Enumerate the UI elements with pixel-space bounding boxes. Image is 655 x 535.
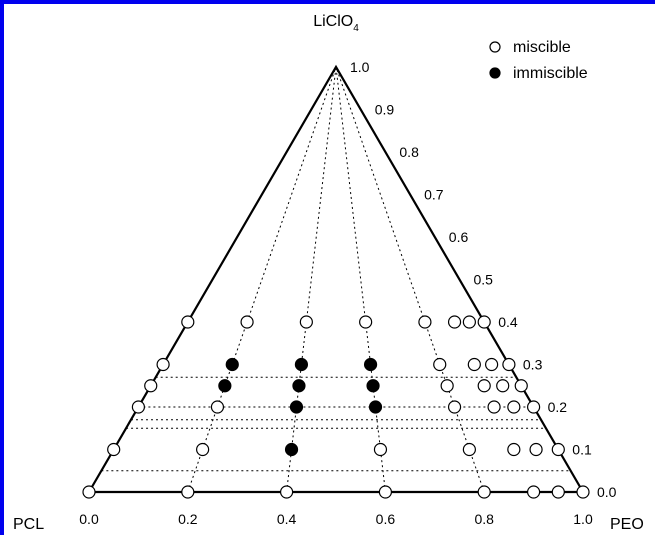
- marker-miscible-9: [196, 442, 210, 457]
- legend: miscible immiscible: [489, 39, 588, 82]
- marker-miscible-38: [477, 315, 491, 329]
- right-corner-label: PEO: [610, 516, 644, 533]
- legend-immiscible-label: immiscible: [513, 65, 588, 82]
- tick-labels: 0.0 0.2 0.4 0.6 0.8 1.00.00.10.20.30.40.50.60…: [79, 59, 616, 527]
- marker-miscible-22: [440, 379, 454, 393]
- marker-miscible-11: [462, 442, 476, 457]
- marker-miscible-37: [462, 315, 476, 329]
- left-corner-label: PCL: [13, 516, 44, 533]
- apex-label: LiClO4: [313, 13, 359, 34]
- marker-miscible-0: [82, 485, 96, 499]
- bottom-tick-label-5: 1.0: [573, 511, 593, 527]
- legend-miscible-label: miscible: [513, 39, 571, 56]
- marker-miscible-17: [447, 400, 462, 414]
- marker-immiscible-4: [292, 379, 306, 393]
- marker-miscible-36: [447, 315, 462, 329]
- marker-immiscible-2: [368, 400, 383, 414]
- gridline-radial-1: [286, 66, 337, 493]
- marker-immiscible-6: [225, 357, 239, 372]
- right-tick-label-3: 0.3: [523, 357, 543, 373]
- marker-miscible-25: [514, 379, 528, 393]
- apex-label-subscript: 4: [353, 23, 359, 34]
- bottom-tick-label-3: 0.6: [376, 511, 396, 527]
- right-tick-label-8: 0.8: [399, 144, 419, 160]
- marker-miscible-29: [485, 357, 499, 372]
- marker-miscible-3: [378, 485, 392, 499]
- right-tick-label-9: 0.9: [375, 102, 395, 118]
- triangle-outline: [87, 64, 585, 494]
- marker-miscible-35: [418, 315, 432, 329]
- marker-miscible-8: [107, 442, 121, 457]
- marker-miscible-13: [529, 442, 543, 457]
- gridlines: [101, 66, 571, 493]
- marker-miscible-7: [576, 485, 590, 499]
- frame-left-edge: [0, 0, 4, 535]
- apex-label-main: LiClO: [313, 13, 353, 30]
- right-tick-label-7: 0.7: [424, 187, 444, 203]
- right-tick-label-1: 0.1: [572, 442, 592, 458]
- marker-miscible-21: [144, 379, 158, 393]
- marker-immiscible-1: [289, 400, 304, 414]
- bottom-tick-label-0: 0.0: [79, 511, 99, 527]
- marker-miscible-34: [359, 315, 373, 329]
- marker-miscible-27: [433, 357, 447, 372]
- marker-immiscible-3: [218, 379, 232, 393]
- marker-miscible-24: [496, 379, 510, 393]
- data-markers: [82, 315, 590, 499]
- marker-miscible-6: [551, 485, 565, 499]
- marker-miscible-19: [507, 400, 521, 414]
- marker-miscible-15: [131, 400, 145, 414]
- gridline-radial-2: [335, 66, 386, 493]
- marker-miscible-30: [502, 357, 516, 372]
- bottom-tick-label-4: 0.8: [474, 511, 494, 527]
- right-tick-label-0: 0.0: [597, 484, 617, 500]
- bottom-tick-label-1: 0.2: [178, 511, 198, 527]
- marker-immiscible-0: [284, 442, 299, 457]
- marker-miscible-33: [299, 315, 313, 329]
- marker-miscible-23: [477, 379, 491, 393]
- right-tick-label-6: 0.6: [449, 229, 469, 245]
- legend-open-marker: [489, 41, 501, 53]
- bottom-tick-label-2: 0.4: [277, 511, 297, 527]
- right-tick-label-2: 0.2: [548, 399, 568, 415]
- gridline-radial-3: [335, 66, 485, 493]
- right-tick-label-4: 0.4: [498, 314, 518, 330]
- marker-miscible-14: [551, 442, 565, 457]
- marker-miscible-32: [240, 315, 254, 329]
- right-tick-label-5: 0.5: [474, 272, 494, 288]
- right-tick-label-10: 1.0: [350, 59, 370, 75]
- marker-miscible-5: [526, 485, 541, 499]
- marker-miscible-26: [156, 357, 170, 372]
- marker-miscible-20: [526, 400, 541, 414]
- marker-miscible-2: [280, 485, 294, 499]
- marker-immiscible-7: [294, 357, 309, 372]
- marker-miscible-31: [181, 315, 195, 329]
- marker-miscible-10: [373, 442, 388, 457]
- marker-miscible-28: [467, 357, 481, 372]
- marker-immiscible-8: [363, 357, 378, 372]
- frame-top-edge: [0, 0, 655, 4]
- marker-miscible-4: [477, 485, 491, 499]
- marker-miscible-12: [507, 442, 521, 457]
- gridline-radial-0: [187, 66, 337, 493]
- legend-filled-marker: [489, 67, 501, 79]
- marker-miscible-16: [210, 400, 225, 414]
- marker-immiscible-5: [366, 379, 380, 393]
- marker-miscible-18: [487, 400, 501, 414]
- marker-miscible-1: [181, 485, 195, 499]
